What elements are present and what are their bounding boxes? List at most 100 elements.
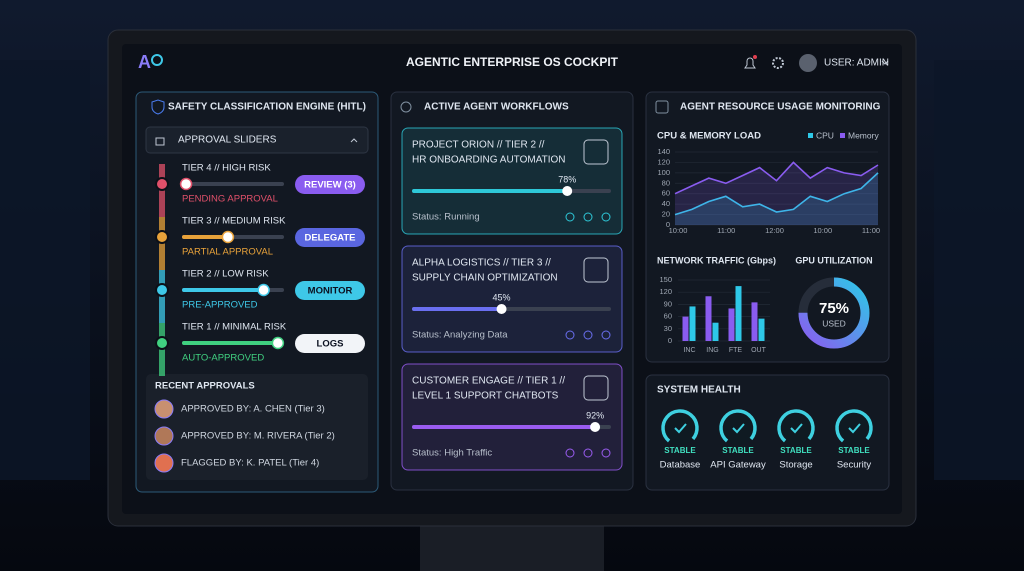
bar <box>705 296 712 341</box>
panel-title: SYSTEM HEALTH <box>657 385 741 396</box>
sliders-header[interactable] <box>145 126 369 154</box>
check-icon <box>674 423 687 434</box>
dropdown-icon[interactable] <box>881 60 889 65</box>
app-title: AGENTIC ENTERPRISE OS COCKPIT <box>406 55 619 69</box>
workflow-card[interactable] <box>401 363 623 471</box>
card-action-icon[interactable] <box>601 212 611 222</box>
card-action-icon[interactable] <box>601 448 611 458</box>
legend-swatch <box>808 133 813 138</box>
workflow-icon <box>583 139 609 165</box>
progress-label: 92% <box>586 410 604 420</box>
x-tick-label: FTE <box>729 347 743 354</box>
card-action-icon[interactable] <box>583 330 593 340</box>
workflow-icon <box>583 375 609 401</box>
server-rack <box>934 60 1024 480</box>
settings-icon[interactable] <box>772 57 784 69</box>
workflow-status: Status: Running <box>412 212 480 223</box>
workflow-title: PROJECT ORION // TIER 2 // <box>412 140 545 151</box>
x-tick-label: 10:00 <box>669 226 688 235</box>
bell-icon[interactable] <box>744 57 756 69</box>
workflow-title: HR ONBOARDING AUTOMATION <box>412 155 566 166</box>
slider-fill <box>182 288 264 292</box>
tier-node <box>155 177 169 191</box>
card-action-icon[interactable] <box>565 212 575 222</box>
card-action-icon[interactable] <box>583 448 593 458</box>
tier-status: PRE-APPROVED <box>182 300 258 311</box>
workflow-card[interactable] <box>401 245 623 353</box>
action-button[interactable] <box>295 175 365 194</box>
tier-status: AUTO-APPROVED <box>182 353 264 364</box>
tier-status: PENDING APPROVAL <box>182 194 278 205</box>
x-tick-label: 11:00 <box>862 226 880 235</box>
section-title[interactable]: APPROVAL SLIDERS <box>178 135 277 146</box>
progress-fill <box>412 189 568 193</box>
action-button[interactable] <box>295 334 365 353</box>
y-tick-label: 30 <box>664 324 672 333</box>
slider-knob[interactable] <box>179 177 193 191</box>
legend-swatch <box>840 133 845 138</box>
action-button-label[interactable]: DELEGATE <box>304 233 355 244</box>
health-name: Security <box>837 460 872 471</box>
action-button-label[interactable]: LOGS <box>317 339 344 350</box>
workflow-status: Status: Analyzing Data <box>412 330 508 341</box>
progress-knob <box>496 304 507 314</box>
card-action-icon[interactable] <box>565 330 575 340</box>
slider-knob[interactable] <box>271 336 285 350</box>
progress-label: 45% <box>493 292 511 302</box>
bar <box>751 302 758 341</box>
notification-dot <box>753 55 757 59</box>
action-button[interactable] <box>295 281 365 300</box>
tier-node <box>155 283 169 297</box>
bar <box>758 318 765 341</box>
card-action-icon[interactable] <box>583 212 593 222</box>
collapse-icon[interactable] <box>350 138 358 143</box>
panel <box>645 91 890 363</box>
recent-approval: FLAGGED BY: K. PATEL (Tier 4) <box>181 458 319 469</box>
health-status: STABLE <box>838 446 870 455</box>
approver-avatar <box>154 453 174 473</box>
y-tick-label: 80 <box>662 178 670 187</box>
chart-title: NETWORK TRAFFIC (Gbps) <box>657 255 776 265</box>
y-tick-label: 40 <box>662 199 670 208</box>
slider-knob[interactable] <box>221 230 235 244</box>
card-action-icon[interactable] <box>565 448 575 458</box>
tier-label: TIER 3 // MEDIUM RISK <box>182 216 286 227</box>
y-tick-label: 0 <box>666 220 670 229</box>
panel-title: ACTIVE AGENT WORKFLOWS <box>424 102 569 113</box>
action-button-label[interactable]: MONITOR <box>308 286 353 297</box>
workflow-title: ALPHA LOGISTICS // TIER 3 // <box>412 258 551 269</box>
user-label[interactable]: USER: ADMIN <box>824 58 889 69</box>
health-ring <box>835 409 873 447</box>
series-area <box>675 172 878 225</box>
y-tick-label: 150 <box>659 275 672 284</box>
logo-gear <box>151 54 163 66</box>
slider-fill <box>182 341 278 345</box>
legend-label: CPU <box>816 130 834 140</box>
logo: A <box>138 52 151 72</box>
series-area <box>675 162 878 225</box>
action-button[interactable] <box>295 228 365 247</box>
recent-approval: APPROVED BY: M. RIVERA (Tier 2) <box>181 431 335 442</box>
chip-icon <box>655 100 669 114</box>
section-title: RECENT APPROVALS <box>155 381 255 392</box>
progress-knob <box>562 186 573 196</box>
health-status: STABLE <box>664 446 696 455</box>
tier-node <box>155 230 169 244</box>
slider-knob[interactable] <box>257 283 270 297</box>
tier-label: TIER 4 // HIGH RISK <box>182 163 271 174</box>
check-icon <box>732 423 745 434</box>
avatar[interactable] <box>799 54 817 72</box>
slider-track <box>182 182 284 186</box>
tier-label: TIER 2 // LOW RISK <box>182 269 269 280</box>
action-button-label[interactable]: REVIEW (3) <box>304 180 356 191</box>
check-icon <box>848 423 861 434</box>
recent-box <box>146 374 368 480</box>
check-icon <box>790 423 803 434</box>
gauge-value: 75% <box>819 300 849 317</box>
health-ring <box>777 409 815 447</box>
card-action-icon[interactable] <box>601 330 611 340</box>
health-name: API Gateway <box>710 460 766 471</box>
progress-knob <box>590 422 601 432</box>
workflow-card[interactable] <box>401 127 623 235</box>
y-tick-label: 90 <box>664 299 672 308</box>
